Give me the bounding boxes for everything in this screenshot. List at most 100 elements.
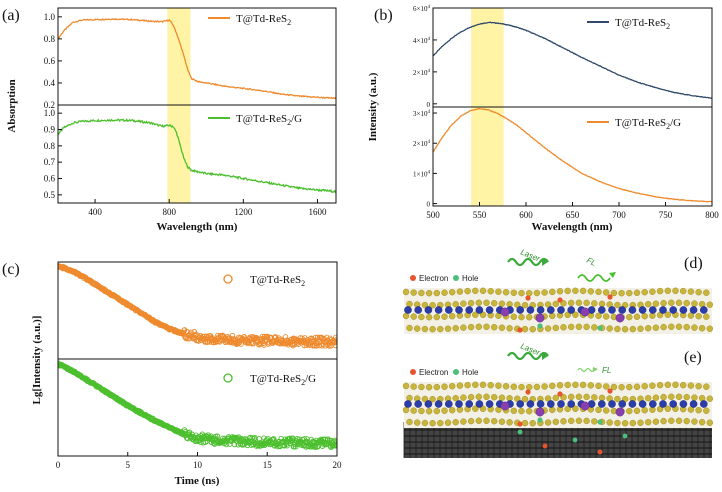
- c-xtick-label-3: 15: [263, 460, 273, 470]
- b-xtick-label-4: 700: [612, 210, 626, 220]
- d-sulfur-atom: [402, 312, 410, 320]
- e-sulfur-atom: [495, 382, 502, 389]
- d-electron: [525, 295, 531, 301]
- d-sulfur-atom: [660, 299, 667, 307]
- d-sulfur-atom: [645, 301, 652, 308]
- e-sulfur-atom: [464, 381, 471, 389]
- d-sulfur-atom: [526, 314, 533, 321]
- e-sulfur-atom: [660, 393, 667, 401]
- e-sulfur-atom: [433, 407, 440, 415]
- d-sulfur-atom: [425, 314, 433, 321]
- panel-label-c: (c): [2, 261, 20, 278]
- e-sulfur-atom: [529, 420, 536, 427]
- e-sulfur-atom: [598, 394, 606, 402]
- e-sulfur-atom: [467, 417, 475, 425]
- e-sulfur-atom: [687, 382, 695, 389]
- d-sulfur-atom: [560, 300, 567, 307]
- b-bot-ytick-label-2: 2×104: [413, 140, 430, 148]
- d-rhenium-atom: [567, 306, 576, 314]
- d-sulfur-atom: [606, 325, 613, 332]
- panel-b: 500 550 600 650 700 750 800 0 2×104 4×104 6×104 0 1×…: [367, 5, 719, 233]
- d-sulfur-atom: [641, 289, 648, 296]
- e-sulfur-atom: [472, 405, 479, 412]
- d-sulfur-atom: [664, 287, 671, 294]
- c-xtick-label-0: 0: [56, 460, 61, 470]
- b-top-ytick-label-0: 0: [427, 101, 431, 109]
- d-sulfur-atom: [410, 313, 417, 320]
- d-sulfur-atom: [695, 313, 702, 320]
- d-sulfur-atom: [414, 325, 421, 332]
- d-sulfur-atom: [437, 325, 444, 333]
- d-sulfur-atom: [467, 323, 475, 331]
- e-sulfur-atom: [487, 382, 494, 389]
- e-sulfur-atom: [429, 420, 436, 427]
- e-sulfur-atom: [645, 419, 652, 426]
- e-sulfur-atom: [456, 382, 464, 389]
- d-sulfur-atom: [441, 289, 448, 296]
- d-sulfur-atom: [610, 289, 618, 297]
- panel-label-a: (a): [2, 7, 20, 24]
- d-sulfur-atom: [575, 323, 583, 330]
- e-sulfur-atom: [614, 419, 621, 427]
- line-b-series2: [433, 107, 712, 203]
- d-sulfur-atom: [406, 324, 413, 332]
- d-sulfur-atom: [564, 287, 571, 295]
- d-sulfur-atom: [706, 301, 713, 308]
- e-sulfur-atom: [441, 383, 448, 390]
- e-sulfur-atom: [591, 418, 598, 425]
- d-sulfur-atom: [410, 289, 417, 296]
- d-sulfur-atom: [652, 300, 660, 307]
- scatter-point-c2: [333, 441, 337, 448]
- e-sulfur-atom: [421, 395, 429, 403]
- e-sulfur-atom: [483, 417, 490, 424]
- e-sulfur-atom: [479, 381, 487, 388]
- d-sulfur-atom: [675, 323, 683, 330]
- e-electron: [557, 391, 563, 397]
- e-rhenium-atom: [434, 400, 443, 408]
- d-sulfur-atom: [591, 300, 598, 307]
- b-xtick-label-1: 550: [473, 210, 487, 220]
- e-sulfur-atom: [460, 394, 467, 401]
- e-sulfur-atom: [603, 407, 610, 414]
- d-rhenium-atom: [475, 306, 484, 314]
- d-sulfur-atom: [629, 325, 636, 333]
- d-sulfur-atom: [552, 300, 559, 308]
- hole-legend-dot-d: [453, 275, 459, 281]
- e-sulfur-atom: [441, 407, 448, 414]
- d-sulfur-atom: [568, 323, 575, 331]
- e-sulfur-atom: [418, 407, 425, 415]
- d-electron: [557, 297, 563, 303]
- ticks-a: 400 800 1200 1600 0.2 0.4 0.6 0.8 1.0 0.5 0.6 0.7 0.…: [44, 12, 327, 217]
- d-rhenium-atom: [404, 306, 412, 314]
- d-sulfur-atom: [510, 313, 517, 320]
- d-sulfur-atom: [698, 325, 706, 332]
- b-bot-ytick-label-3: 3×104: [413, 110, 430, 118]
- e-sulfur-atom: [645, 395, 652, 402]
- c-xtick-label-1: 5: [126, 460, 131, 470]
- e-defect-atom: [580, 401, 590, 411]
- d-rhenium-atom: [638, 306, 647, 314]
- e-hole: [537, 417, 543, 423]
- laser-arrow-d: [542, 258, 548, 266]
- d-rhenium-atom: [618, 306, 627, 314]
- crystal-lattice-e: [402, 381, 713, 428]
- e-sulfur-atom: [675, 417, 683, 424]
- d-electron: [517, 327, 523, 333]
- crystal-lattice-d: [402, 287, 713, 334]
- panel-d-diagram: (d) Electron Hole Laser FL: [402, 248, 713, 334]
- d-sulfur-atom: [479, 287, 487, 294]
- scatter-point-c1: [334, 336, 337, 343]
- e-rhenium-atom: [557, 400, 565, 408]
- d-sulfur-atom: [603, 289, 610, 296]
- b-bot-ytick-label-0: 0: [427, 201, 431, 209]
- d-sulfur-atom: [637, 325, 644, 332]
- e-sulfur-atom: [521, 395, 529, 403]
- e-rhenium-atom: [485, 400, 494, 408]
- e-rhenium-atom: [455, 400, 463, 408]
- d-sulfur-atom: [452, 325, 459, 332]
- e-sulfur-atom: [583, 417, 590, 425]
- graphene-base: [404, 422, 712, 458]
- d-sulfur-atom: [421, 301, 429, 309]
- d-sulfur-atom: [498, 300, 506, 307]
- e-sulfur-atom: [518, 407, 525, 415]
